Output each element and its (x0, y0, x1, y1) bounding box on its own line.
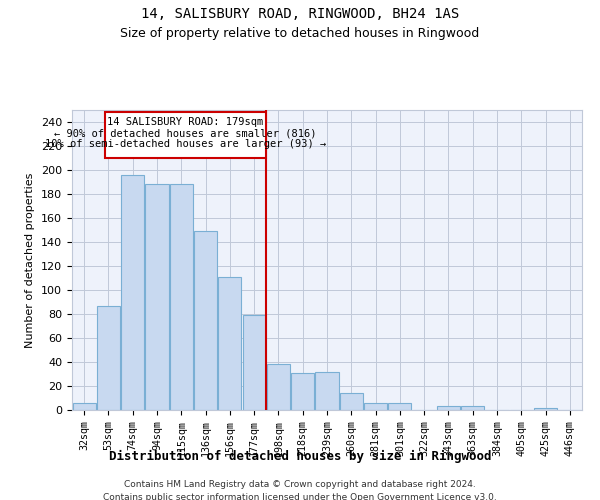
FancyBboxPatch shape (105, 112, 266, 158)
Bar (218, 277, 241, 410)
Text: Contains HM Land Registry data © Crown copyright and database right 2024.: Contains HM Land Registry data © Crown c… (124, 480, 476, 489)
Bar (194, 231, 217, 410)
Bar (145, 184, 169, 410)
Bar (170, 184, 193, 410)
Bar (461, 406, 484, 410)
Text: 10% of semi-detached houses are larger (93) →: 10% of semi-detached houses are larger (… (45, 139, 326, 149)
Text: 14 SALISBURY ROAD: 179sqm: 14 SALISBURY ROAD: 179sqm (107, 117, 263, 127)
Bar (242, 315, 266, 410)
Text: Size of property relative to detached houses in Ringwood: Size of property relative to detached ho… (121, 28, 479, 40)
Bar (267, 364, 290, 410)
Bar (437, 406, 460, 410)
Text: Distribution of detached houses by size in Ringwood: Distribution of detached houses by size … (109, 450, 491, 463)
Bar (364, 403, 387, 410)
Bar (121, 175, 144, 410)
Text: 14, SALISBURY ROAD, RINGWOOD, BH24 1AS: 14, SALISBURY ROAD, RINGWOOD, BH24 1AS (141, 8, 459, 22)
Bar (388, 403, 412, 410)
Bar (316, 372, 338, 410)
Bar (73, 403, 95, 410)
Y-axis label: Number of detached properties: Number of detached properties (25, 172, 35, 348)
Bar (97, 306, 120, 410)
Bar (534, 408, 557, 410)
Text: Contains public sector information licensed under the Open Government Licence v3: Contains public sector information licen… (103, 492, 497, 500)
Bar (340, 393, 363, 410)
Text: ← 90% of detached houses are smaller (816): ← 90% of detached houses are smaller (81… (54, 128, 317, 138)
Bar (291, 373, 314, 410)
